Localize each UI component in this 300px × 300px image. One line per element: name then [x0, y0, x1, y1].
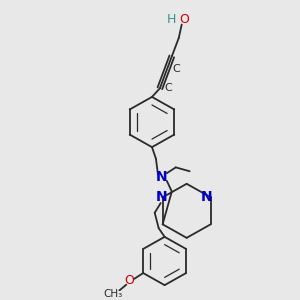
Text: N: N	[156, 170, 168, 184]
Text: O: O	[180, 13, 190, 26]
Text: C: C	[164, 83, 172, 93]
Text: O: O	[124, 274, 134, 287]
Text: CH₃: CH₃	[104, 289, 123, 299]
Text: N: N	[201, 190, 212, 204]
Text: N: N	[156, 190, 167, 204]
Text: H: H	[167, 13, 176, 26]
Text: C: C	[172, 64, 180, 74]
